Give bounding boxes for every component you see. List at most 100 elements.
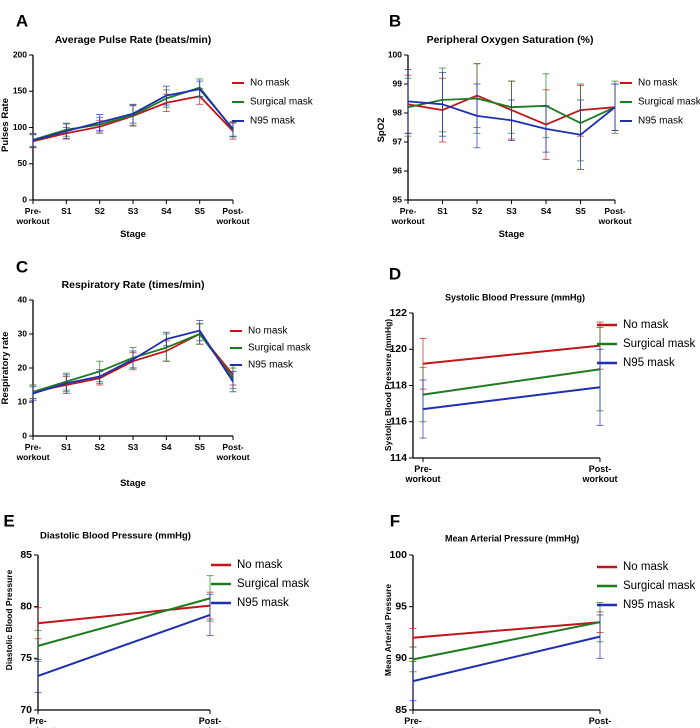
- legend-label: No mask: [250, 78, 290, 89]
- legend: No mask Surgical mask N95 mask: [232, 78, 314, 127]
- x-tick-label-line: S2: [472, 206, 483, 216]
- y-tick-label: 75: [20, 652, 32, 664]
- x-tick-label: Post-workout: [215, 206, 249, 226]
- y-axis-label: Pulses Rate: [0, 98, 11, 152]
- y-tick-label: 97: [393, 136, 403, 146]
- x-tick-label-line: Pre-: [414, 464, 432, 474]
- x-tick-label: S1: [61, 206, 72, 216]
- x-tick-label: S3: [506, 206, 517, 216]
- x-tick-label: Post-workout: [582, 464, 618, 484]
- y-tick-label: 10: [18, 396, 28, 406]
- x-tick-label: Post-workout: [192, 716, 228, 728]
- x-tick-label-line: Post-: [589, 716, 612, 726]
- legend-label: N95 mask: [250, 116, 296, 127]
- y-tick-label: 85: [20, 549, 32, 561]
- x-tick-label-line: workout: [15, 452, 49, 462]
- x-tick-label: Post-workout: [597, 206, 631, 226]
- panel-letter: D: [389, 264, 401, 283]
- x-tick-label: S5: [575, 206, 586, 216]
- x-tick-label-line: workout: [215, 452, 249, 462]
- x-tick-label-line: S3: [506, 206, 517, 216]
- legend: No mask Surgical mask N95 mask: [620, 78, 700, 127]
- legend-label: Surgical mask: [623, 338, 695, 350]
- chart-title: Average Pulse Rate (beats/min): [55, 34, 212, 46]
- legend-label: Surgical mask: [250, 97, 314, 108]
- series-n95-mask: [34, 593, 214, 693]
- x-tick-label: S2: [472, 206, 483, 216]
- x-tick-label-line: workout: [582, 726, 618, 728]
- x-tick-label-line: S4: [161, 206, 172, 216]
- panel-letter: F: [390, 511, 400, 530]
- y-tick-label: 85: [395, 704, 407, 716]
- legend-label: N95 mask: [623, 357, 675, 369]
- x-tick-label: Pre-workout: [395, 716, 431, 728]
- x-tick-label: Pre-workout: [15, 442, 49, 462]
- x-tick-label-line: S5: [575, 206, 586, 216]
- x-axis-label: Stage: [120, 478, 146, 489]
- x-tick-label-line: S2: [94, 442, 105, 452]
- panel-b: B Peripheral Oxygen Saturation (%) 95 96 97 9…: [376, 11, 700, 240]
- y-tick-label: 122: [389, 307, 407, 319]
- x-tick-label-line: workout: [215, 216, 249, 226]
- y-tick-label: 200: [13, 49, 27, 59]
- y-tick-label: 0: [22, 430, 27, 440]
- x-tick-label-line: Post-: [222, 206, 243, 216]
- x-tick-label-line: S2: [94, 206, 105, 216]
- x-tick-label: S2: [94, 442, 105, 452]
- x-tick-label-line: S3: [128, 206, 139, 216]
- x-tick-label: S1: [61, 442, 72, 452]
- x-tick-label-line: workout: [15, 216, 49, 226]
- x-tick-label: S4: [541, 206, 552, 216]
- panel-c: C Respiratory Rate (times/min) 0 10 20 30 40 Pr…: [0, 257, 312, 489]
- chart-title: Systolic Blood Pressure (mmHg): [445, 292, 585, 302]
- y-axis-label: Systolic Blood Pressure (mmHg): [383, 319, 393, 451]
- x-tick-label: S3: [128, 442, 139, 452]
- series-line: [37, 597, 211, 647]
- y-tick-label: 95: [393, 194, 403, 204]
- x-tick-label: Post-workout: [582, 716, 618, 728]
- y-tick-label: 0: [22, 194, 27, 204]
- y-axis-label: Respiratory rate: [0, 332, 11, 405]
- y-tick-label: 90: [395, 652, 407, 664]
- panel-letter: E: [3, 511, 14, 530]
- legend: No mask Surgical mask N95 mask: [230, 326, 312, 371]
- x-tick-label-line: Pre-: [404, 716, 422, 726]
- series-n95-mask: [419, 348, 604, 439]
- x-axis-label: Stage: [120, 229, 146, 240]
- x-tick-label: Pre-workout: [20, 716, 56, 728]
- y-tick-label: 100: [388, 49, 402, 59]
- y-tick-label: 150: [13, 86, 27, 96]
- legend-label: N95 mask: [623, 599, 675, 611]
- series-surgical-mask: [409, 602, 604, 673]
- series-n95-mask: [29, 80, 237, 148]
- panel-e: E Diastolic Blood Pressure (mmHg) 70 75 80 85…: [3, 511, 309, 728]
- series-n95-mask: [404, 69, 619, 171]
- x-tick-label: S5: [194, 442, 205, 452]
- legend-label: No mask: [638, 78, 678, 89]
- series-line: [37, 604, 211, 625]
- y-tick-label: 20: [18, 362, 28, 372]
- x-tick-label-line: S1: [61, 442, 72, 452]
- series-line: [412, 621, 601, 661]
- x-tick-label-line: workout: [20, 726, 56, 728]
- series-surgical-mask: [419, 327, 604, 423]
- y-tick-label: 118: [390, 379, 407, 391]
- x-tick-label: Pre-workout: [405, 464, 441, 484]
- y-tick-label: 80: [20, 600, 32, 612]
- panel-a: A Average Pulse Rate (beats/min) 0 50 100 150…: [0, 11, 314, 240]
- x-tick-label: S4: [161, 442, 172, 452]
- legend-label: Surgical mask: [248, 343, 312, 354]
- x-tick-label-line: workout: [390, 216, 424, 226]
- legend: No mask Surgical mask N95 mask: [597, 561, 695, 611]
- legend-label: N95 mask: [638, 116, 684, 127]
- y-tick-label: 50: [18, 158, 28, 168]
- x-tick-label-line: S5: [194, 442, 205, 452]
- y-axis-label: Mean Arterial Pressure: [383, 584, 393, 677]
- y-tick-label: 98: [393, 107, 403, 117]
- y-tick-label: 30: [18, 328, 28, 338]
- legend-label: Surgical mask: [237, 578, 309, 590]
- x-tick-label: Pre-workout: [15, 206, 49, 226]
- series-no-mask: [419, 321, 604, 390]
